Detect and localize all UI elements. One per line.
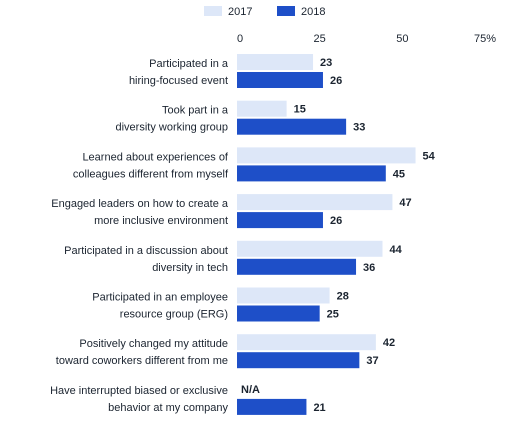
data-label-2017: 47 — [399, 197, 411, 209]
category-label: Participated in a discussion about — [64, 245, 228, 257]
bar-2018 — [237, 118, 347, 135]
bar-2018 — [237, 398, 307, 415]
data-label-2018: 21 — [313, 402, 325, 414]
data-label-2017: 23 — [320, 57, 332, 69]
category-label: Engaged leaders on how to create a — [51, 198, 229, 210]
category-label: diversity working group — [116, 122, 229, 134]
bar-2017 — [237, 147, 416, 164]
legend-swatch-2017 — [204, 6, 222, 16]
x-tick-label-0: 0 — [237, 33, 243, 45]
category-label: diversity in tech — [152, 262, 228, 274]
bar-2017 — [237, 100, 287, 117]
category-label: Learned about experiences of — [82, 151, 228, 163]
bar-2018 — [237, 352, 360, 369]
bar-2017 — [237, 334, 376, 351]
category-label: hiring-focused event — [129, 75, 228, 87]
data-label-2018: 26 — [330, 75, 342, 87]
data-label-2018: 37 — [366, 355, 378, 367]
x-tick-label-75%: 75% — [474, 33, 496, 45]
bar-2018 — [237, 165, 386, 182]
data-label-2018: 45 — [393, 168, 405, 180]
x-tick-label-25: 25 — [314, 33, 326, 45]
bar-2017 — [237, 240, 383, 257]
category-label: Took part in a — [162, 105, 229, 117]
category-label: Participated in a — [149, 58, 229, 70]
category-label: Participated in an employee — [92, 292, 228, 304]
data-label-2017: 44 — [389, 244, 402, 256]
category-label: toward coworkers different from me — [56, 355, 228, 367]
bar-2018 — [237, 258, 357, 275]
data-label-2017: 28 — [337, 291, 349, 303]
data-label-2017: 15 — [294, 104, 306, 116]
data-label-2017: 42 — [383, 337, 395, 349]
bar-2017 — [237, 54, 314, 70]
x-tick-label-50: 50 — [396, 33, 408, 45]
data-label-2018: 36 — [363, 262, 375, 274]
category-label: colleagues different from myself — [73, 168, 229, 180]
category-label: Positively changed my attitude — [79, 338, 228, 350]
legend-label-2017: 2017 — [228, 6, 252, 18]
bar-2017 — [237, 194, 393, 211]
legend-swatch-2018 — [277, 6, 295, 16]
data-label-2018: 26 — [330, 215, 342, 227]
category-label: Have interrupted biased or exclusive — [50, 385, 228, 397]
bar-2018 — [237, 72, 323, 88]
category-label: more inclusive environment — [94, 215, 228, 227]
bar-2017 — [237, 287, 330, 304]
data-label-2017: 54 — [423, 150, 436, 162]
data-label-2018: 33 — [353, 122, 365, 134]
legend-label-2018: 2018 — [301, 6, 325, 18]
data-label-2017: N/A — [241, 384, 260, 396]
category-label: behavior at my company — [108, 402, 228, 414]
data-label-2018: 25 — [327, 309, 339, 321]
category-label: resource group (ERG) — [120, 309, 228, 321]
bar-2018 — [237, 305, 320, 322]
bar-2018 — [237, 212, 323, 229]
